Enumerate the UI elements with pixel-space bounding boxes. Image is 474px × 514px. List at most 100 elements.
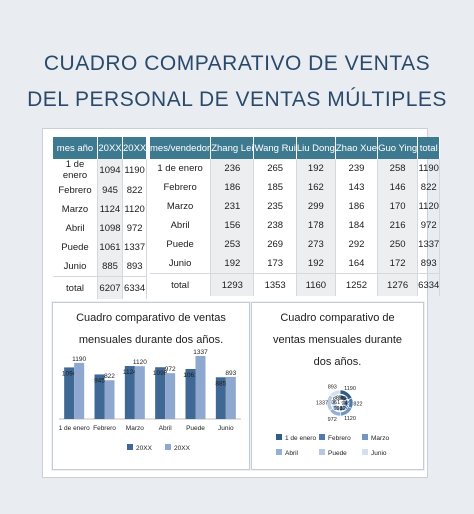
table-cell: 6334	[122, 276, 148, 299]
table-cell: Abril	[53, 219, 98, 238]
bar-chart-title: Cuadro comparativo de ventas mensuales d…	[76, 312, 226, 346]
table-cell: 184	[335, 216, 379, 235]
bar	[134, 366, 145, 419]
legend-swatch	[276, 434, 282, 440]
table-cell: Abril	[150, 216, 212, 235]
slice-label: 822	[353, 401, 362, 407]
table-cell: 238	[253, 216, 297, 235]
table-cell: 162	[296, 178, 336, 197]
bar	[155, 367, 166, 419]
table-cell: 164	[335, 254, 379, 274]
legend-label: Marzo	[371, 435, 389, 442]
table-cell: Puede	[53, 238, 98, 257]
data-label: 885	[215, 380, 226, 387]
header-cell: mes año	[53, 137, 98, 159]
data-label: 945	[94, 377, 105, 384]
bar	[165, 373, 176, 419]
donut-chart-title: Cuadro comparativo de ventas mensuales d…	[272, 312, 403, 368]
total-row: total 6207 6334	[53, 276, 148, 299]
bar	[74, 362, 85, 419]
table-cell: 972	[417, 216, 441, 235]
table-cell: 893	[417, 254, 441, 274]
table-cell: 1061	[97, 238, 123, 257]
legend-swatch	[362, 449, 368, 455]
table-cell: 172	[377, 254, 419, 274]
page-title-line2: DEL PERSONAL DE VENTAS MÚLTIPLES	[27, 88, 447, 111]
bar	[215, 377, 226, 419]
table-cell: 143	[335, 178, 379, 197]
data-label: 1124	[123, 369, 137, 376]
table-cell: 192	[210, 254, 255, 274]
bar-chart-panel: Cuadro comparativo de ventas mensuales d…	[52, 302, 250, 470]
legend-swatch	[362, 434, 368, 440]
header-cell: mes/vendedor	[150, 137, 212, 159]
yearly-sales-table: mes año 20XX 20XX 1 de enero 1094 1190 Febrer…	[53, 137, 148, 299]
header-cell: Liu Dong	[296, 137, 336, 159]
table-cell: 185	[253, 178, 297, 197]
data-label: 893	[225, 370, 236, 377]
table-cell: Marzo	[150, 197, 212, 216]
table-cell: 1190	[417, 159, 441, 178]
table-cell: 1120	[417, 197, 441, 216]
table-cell: 299	[296, 197, 336, 216]
category-tick-label: Marzo	[126, 425, 144, 432]
table-cell: 186	[210, 178, 255, 197]
table-cell: 231	[210, 197, 255, 216]
data-label: 972	[165, 366, 176, 373]
table-cell: 236	[210, 159, 255, 178]
table-cell: Junio	[53, 257, 98, 277]
donut-slice	[333, 394, 341, 401]
table-cell: 1124	[97, 200, 123, 219]
bar	[64, 367, 75, 419]
table-cell: 192	[296, 254, 336, 274]
table-cell: 893	[122, 257, 148, 277]
table-cell: 1252	[335, 273, 379, 296]
table-cell: Puede	[150, 235, 212, 254]
table-cell: 156	[210, 216, 255, 235]
table-row: Febrero 945 822	[53, 181, 148, 200]
data-label: 1094	[62, 370, 77, 377]
table-cell: 1337	[417, 235, 441, 254]
table-cell: Marzo	[53, 200, 98, 219]
legend-label: Junio	[371, 450, 387, 457]
table-row: Marzo 1124 1120	[53, 200, 148, 219]
table-cell: 186	[335, 197, 379, 216]
table-cell: 269	[253, 235, 297, 254]
legend-swatch	[127, 444, 133, 450]
table-cell: 1094	[97, 159, 123, 181]
table-cell: 146	[377, 178, 419, 197]
table-cell: 216	[377, 216, 419, 235]
table-cell: 1337	[122, 238, 148, 257]
header-cell: 20XX	[97, 137, 123, 159]
table-cell: 258	[377, 159, 419, 178]
table-cell: 822	[122, 181, 148, 200]
category-tick-label: Febrero	[93, 425, 116, 432]
table-cell: 1 de enero	[150, 159, 212, 178]
bar	[225, 376, 236, 419]
header-cell: Zhao Xue	[335, 137, 379, 159]
table-cell: 265	[253, 159, 297, 178]
data-label: 1061	[183, 372, 198, 379]
slice-label: 972	[328, 417, 337, 423]
slice-label: 1098	[330, 406, 342, 412]
table-row: Junio 885 893	[53, 257, 148, 277]
table-cell: 173	[253, 254, 297, 274]
table-cell: 170	[377, 197, 419, 216]
table-row: Puede 253 269 273 292 250 1337	[150, 235, 441, 254]
donut-chart-panel: Cuadro comparativo de ventas mensuales d…	[251, 302, 424, 470]
table-cell: Febrero	[53, 181, 98, 200]
table-cell: 192	[296, 159, 336, 178]
table-row: Abril 156 238 178 184 216 972	[150, 216, 441, 235]
table-cell: 1098	[97, 219, 123, 238]
header-cell: Wang Rui	[253, 137, 297, 159]
category-tick-label: Abril	[159, 425, 173, 432]
table-cell: 945	[97, 181, 123, 200]
donut-slice	[329, 389, 341, 398]
slice-label: 945	[341, 401, 350, 407]
table-cell: 1120	[122, 200, 148, 219]
data-label: 822	[104, 373, 115, 380]
table-cell: 235	[253, 197, 297, 216]
total-row: total 1293 1353 1160 1252 1276 6334	[150, 273, 441, 296]
table-cell: 6207	[97, 276, 123, 299]
